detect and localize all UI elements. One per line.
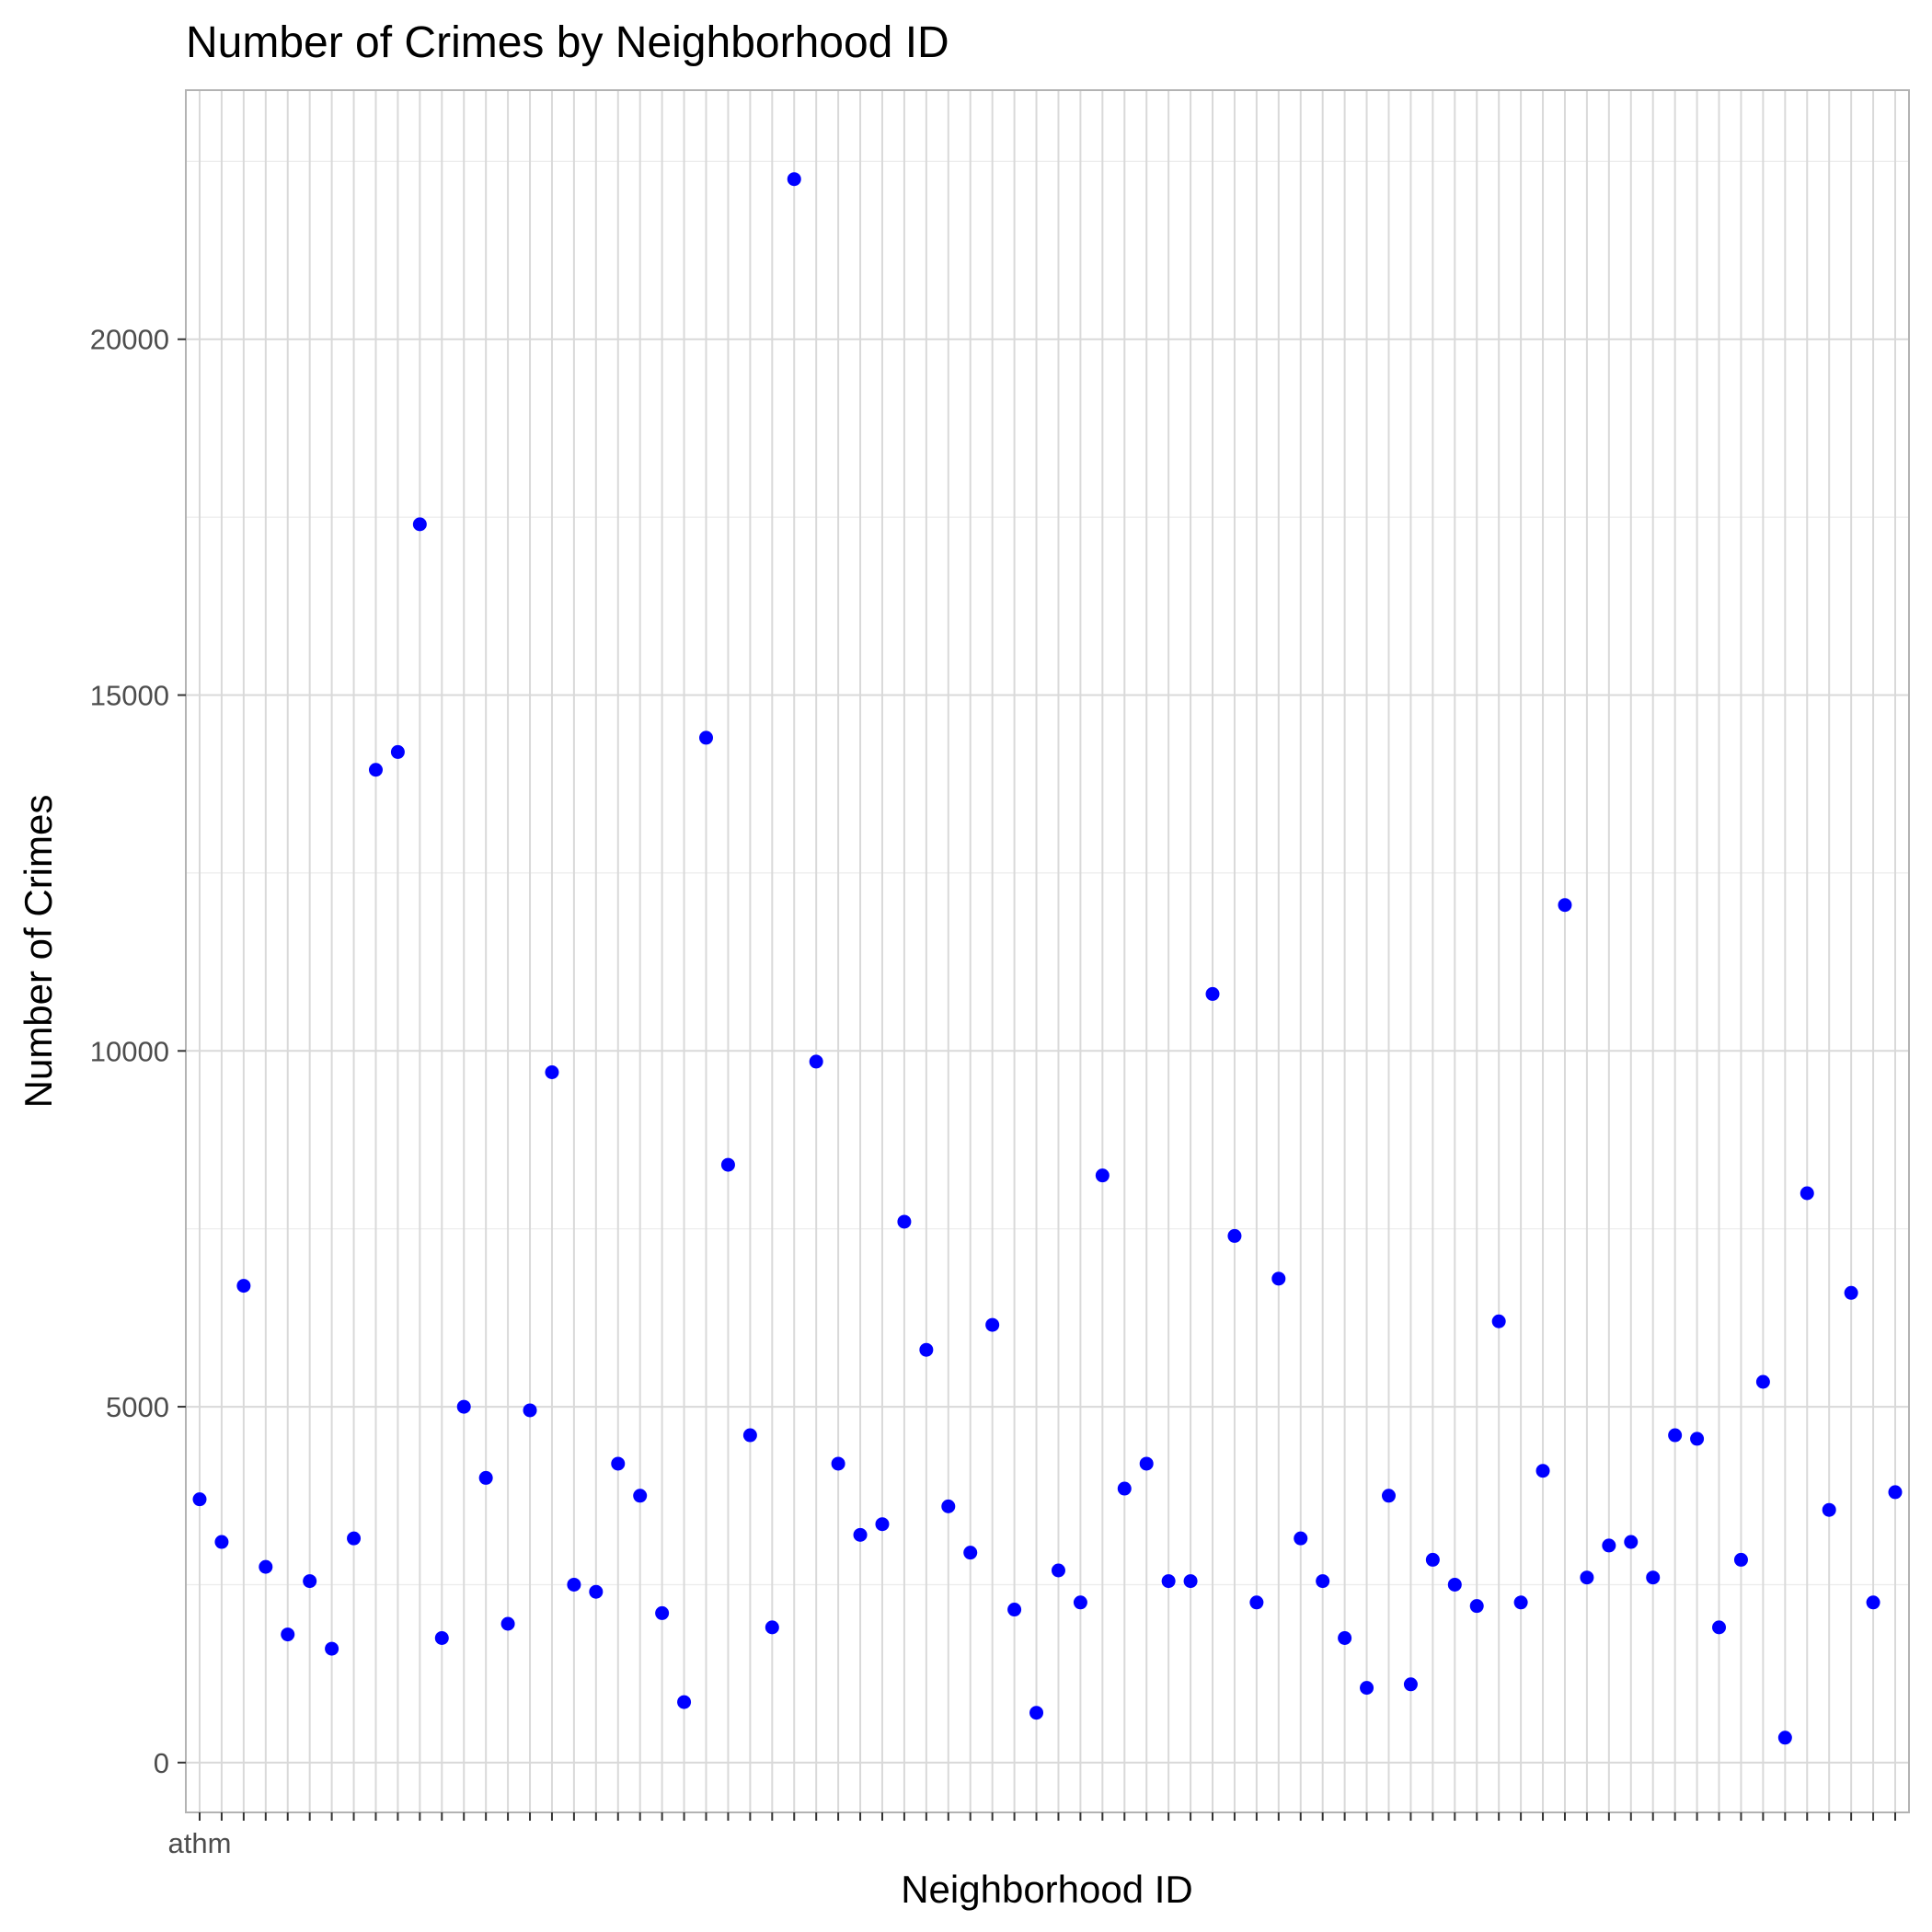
data-points — [192, 172, 1903, 1745]
data-point — [1051, 1563, 1065, 1578]
y-axis-ticks: 0 5000 10000 15000 20000 — [90, 324, 186, 1779]
data-point — [677, 1695, 692, 1709]
data-point — [214, 1535, 229, 1549]
data-point — [259, 1559, 273, 1574]
data-point — [765, 1620, 779, 1635]
data-point — [787, 172, 801, 187]
data-point — [1029, 1706, 1044, 1720]
data-point — [1316, 1574, 1330, 1589]
data-point — [1602, 1538, 1616, 1553]
data-point — [1866, 1595, 1880, 1610]
x-tick-label: athm — [168, 1827, 232, 1859]
data-point — [523, 1403, 537, 1418]
data-point — [1513, 1595, 1528, 1610]
data-point — [589, 1584, 604, 1599]
data-point — [1668, 1428, 1683, 1443]
data-point — [368, 763, 383, 777]
data-point — [897, 1214, 912, 1229]
plot-panel-border — [185, 89, 1910, 1813]
data-point — [1888, 1485, 1903, 1500]
data-point — [1249, 1595, 1264, 1610]
data-point — [720, 1157, 735, 1172]
data-point — [390, 744, 405, 759]
x-axis-ticks: athm — [168, 1812, 1896, 1859]
data-point — [236, 1279, 251, 1294]
data-point — [742, 1428, 757, 1443]
data-point — [809, 1054, 823, 1069]
data-point — [1800, 1186, 1814, 1201]
data-point — [919, 1342, 934, 1357]
data-point — [1844, 1285, 1858, 1300]
major-gridlines — [186, 90, 1909, 1812]
data-point — [281, 1627, 295, 1642]
data-point — [611, 1456, 626, 1471]
data-point — [1822, 1502, 1836, 1517]
y-tick-label: 10000 — [90, 1035, 169, 1067]
data-point — [1733, 1552, 1748, 1567]
data-point — [567, 1577, 581, 1592]
data-point — [1227, 1228, 1242, 1243]
data-point — [1139, 1456, 1154, 1471]
data-point — [412, 517, 427, 532]
data-point — [633, 1489, 648, 1503]
data-point — [1777, 1731, 1792, 1745]
data-point — [1161, 1574, 1176, 1589]
data-point — [1007, 1603, 1022, 1617]
data-point — [941, 1499, 956, 1513]
data-point — [655, 1605, 670, 1620]
y-tick-label: 15000 — [90, 680, 169, 712]
data-point — [500, 1616, 515, 1631]
y-tick-label: 5000 — [106, 1391, 169, 1423]
data-point — [347, 1531, 362, 1546]
data-point — [1535, 1464, 1550, 1478]
data-point — [434, 1630, 449, 1645]
data-point — [1755, 1374, 1770, 1389]
plot-panel-background — [186, 90, 1909, 1812]
x-axis-title: Neighborhood ID — [901, 1868, 1193, 1911]
data-point — [1580, 1570, 1594, 1585]
data-point — [1646, 1570, 1661, 1585]
data-point — [1447, 1577, 1462, 1592]
data-point — [192, 1492, 207, 1507]
data-point — [1558, 898, 1572, 913]
data-point — [1183, 1574, 1198, 1589]
data-point — [303, 1574, 317, 1589]
data-point — [545, 1065, 559, 1080]
data-point — [456, 1399, 471, 1414]
data-point — [1690, 1432, 1705, 1446]
data-point — [875, 1517, 890, 1532]
data-point — [1425, 1552, 1440, 1567]
data-point — [1294, 1531, 1308, 1546]
data-point — [1338, 1630, 1352, 1645]
chart-title: Number of Crimes by Neighborhood ID — [186, 18, 949, 67]
y-tick-label: 20000 — [90, 324, 169, 356]
data-point — [1073, 1595, 1087, 1610]
data-point — [1205, 986, 1220, 1001]
data-point — [1271, 1271, 1286, 1286]
data-point — [831, 1456, 845, 1471]
data-point — [1381, 1489, 1396, 1503]
data-point — [853, 1527, 868, 1542]
minor-gridlines — [186, 160, 1909, 1586]
data-point — [1403, 1677, 1418, 1692]
data-point — [1360, 1681, 1374, 1696]
data-point — [478, 1470, 493, 1485]
data-point — [699, 730, 714, 745]
data-point — [985, 1317, 1000, 1332]
data-point — [325, 1641, 339, 1656]
data-point — [963, 1546, 978, 1560]
data-point — [1712, 1620, 1727, 1635]
data-point — [1469, 1599, 1484, 1614]
y-tick-label: 0 — [154, 1747, 169, 1779]
data-point — [1095, 1168, 1110, 1183]
data-point — [1624, 1535, 1639, 1549]
data-point — [1491, 1314, 1506, 1328]
y-axis-title: Number of Crimes — [17, 795, 60, 1109]
data-point — [1117, 1481, 1132, 1496]
